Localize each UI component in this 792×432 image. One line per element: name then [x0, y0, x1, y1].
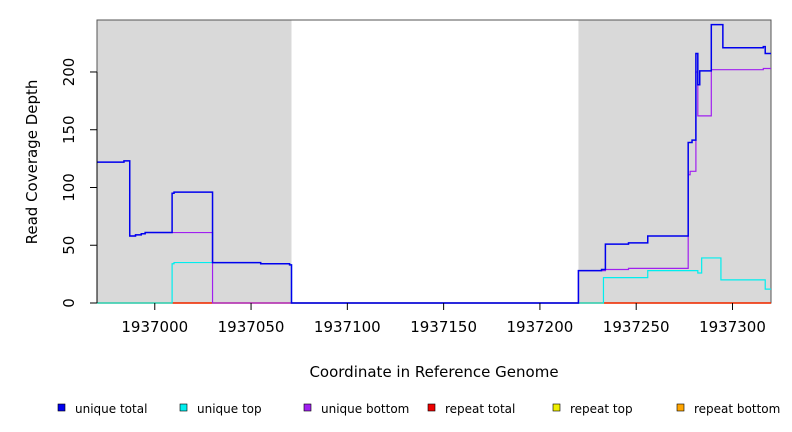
y-tick-label: 50 [60, 236, 78, 255]
legend-swatch [427, 403, 436, 412]
x-tick-label: 1937100 [314, 318, 381, 336]
y-tick-label: 150 [60, 115, 78, 144]
legend-swatch [552, 403, 561, 412]
legend-label: repeat bottom [694, 402, 780, 416]
y-axis: 0 50 100 150 200 [60, 58, 98, 308]
legend-item-repeat-total: repeat total [427, 402, 515, 416]
legend: unique total unique top unique bottom repea… [57, 402, 780, 416]
y-tick-label: 0 [60, 298, 78, 308]
legend-item-repeat-top: repeat top [552, 402, 633, 416]
legend-label: unique top [197, 402, 262, 416]
legend-swatch [179, 403, 188, 412]
x-axis: 1937000 1937050 1937100 1937150 1937200 19372… [121, 303, 766, 336]
legend-swatch [676, 403, 685, 412]
legend-item-unique-bottom: unique bottom [303, 402, 409, 416]
legend-item-repeat-bottom: repeat bottom [676, 402, 780, 416]
x-tick-label: 1937000 [121, 318, 188, 336]
x-axis-title: Coordinate in Reference Genome [309, 363, 558, 381]
x-tick-label: 1937050 [218, 318, 285, 336]
shaded-region-1 [578, 20, 771, 303]
legend-label: repeat total [445, 402, 515, 416]
legend-item-unique-total: unique total [57, 402, 147, 416]
series-lines [97, 23, 771, 304]
legend-label: unique bottom [321, 402, 409, 416]
series-line-unique-total [97, 23, 771, 304]
legend-swatch [303, 403, 312, 412]
x-tick-label: 1937250 [603, 318, 670, 336]
x-tick-label: 1937200 [507, 318, 574, 336]
legend-label: repeat top [570, 402, 633, 416]
series-line-unique-top [97, 257, 771, 304]
y-tick-label: 200 [60, 58, 78, 87]
y-tick-label: 100 [60, 173, 78, 202]
legend-item-unique-top: unique top [179, 402, 262, 416]
legend-swatch [57, 403, 66, 412]
y-axis-title: Read Coverage Depth [23, 80, 41, 245]
x-tick-label: 1937300 [699, 318, 766, 336]
legend-label: unique total [75, 402, 147, 416]
shaded-regions [97, 20, 771, 303]
x-tick-label: 1937150 [410, 318, 477, 336]
